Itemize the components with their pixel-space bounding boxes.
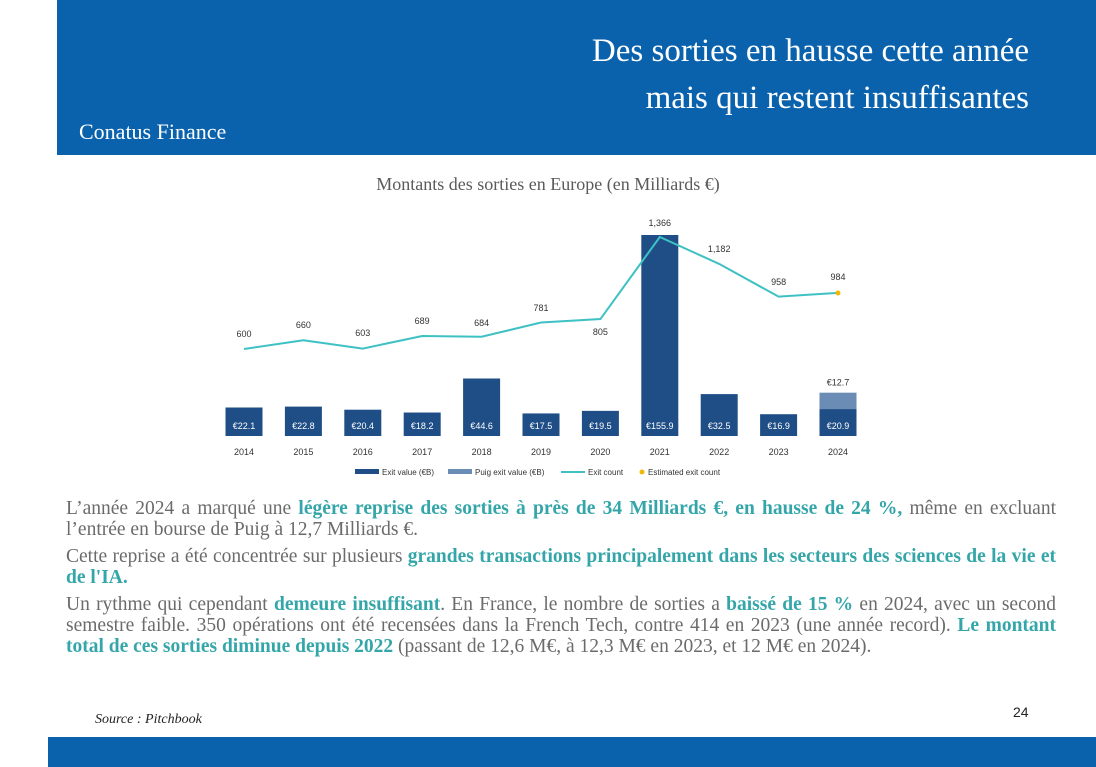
exit-count-line: [243, 235, 839, 350]
exit-value-label: €44.6: [470, 421, 493, 431]
header-banner: Des sorties en hausse cette année mais q…: [57, 0, 1096, 155]
exit-count-label: 689: [415, 316, 430, 326]
p3-highlight-b: demeure insuffisant: [273, 594, 441, 615]
exit-count-label: 684: [474, 318, 489, 328]
exit-value-bar: [463, 378, 501, 436]
exit-value-bar: [819, 409, 857, 436]
exit-value-label: €22.8: [292, 421, 315, 431]
exit-value-bar: [284, 406, 322, 436]
exit-value-bar: [760, 414, 798, 436]
x-tick-label: 2021: [650, 447, 670, 457]
exit-count-label: 805: [593, 327, 608, 337]
p3-highlight-f: Le montant total de ces sorties diminue …: [66, 615, 1056, 657]
title-line-1: Des sorties en hausse cette année: [591, 33, 1029, 69]
p1-text: L’année 2024 a marqué une: [66, 498, 299, 519]
paragraph-1: L’année 2024 a marqué une légère reprise…: [66, 498, 1056, 540]
x-tick-label: 2022: [709, 447, 729, 457]
x-tick-label: 2018: [472, 447, 492, 457]
exit-value-bar: [641, 235, 679, 436]
x-tick-label: 2017: [412, 447, 432, 457]
title-line-2: mais qui restent insuffisantes: [645, 80, 1029, 116]
exit-value-label: €18.2: [411, 421, 434, 431]
x-tick-label: 2014: [234, 447, 254, 457]
x-tick-label: 2019: [531, 447, 551, 457]
puig-value-bar: [819, 392, 857, 410]
x-tick-label: 2023: [769, 447, 789, 457]
p3-text-a: Un rythme qui cependant: [66, 594, 274, 615]
brand-name: Conatus Finance: [79, 119, 227, 144]
paragraph-3: Un rythme qui cependant demeure insuffis…: [66, 594, 1056, 657]
legend-swatch-estimated: [639, 469, 645, 475]
p3-text-c: . En France, le nombre de sorties a: [440, 594, 727, 615]
estimated-exit-point: [835, 290, 841, 296]
commentary: L’année 2024 a marqué une légère reprise…: [66, 498, 1056, 663]
exit-value-bar: [522, 413, 560, 436]
puig-value-label: €12.7: [827, 378, 850, 388]
p3-highlight-d: baissé de 15 %: [726, 594, 854, 615]
p1-highlight: légère reprise des sorties à près de 34 …: [298, 498, 903, 519]
exit-count-label: 600: [236, 329, 251, 339]
exit-value-bar: [403, 412, 441, 436]
footer-bar: [48, 737, 1096, 767]
x-tick-label: 2020: [590, 447, 610, 457]
exit-value-label: €32.5: [708, 421, 731, 431]
legend-label-puig: Puig exit value (€B): [475, 468, 545, 477]
exit-value-label: €19.5: [589, 421, 612, 431]
legend-label-estimated: Estimated exit count: [648, 468, 721, 477]
slide-title: Des sorties en hausse cette année mais q…: [592, 28, 1029, 122]
p3-text-e: en 2024, avec un second semestre faible.…: [66, 594, 1056, 636]
chart-title: Montants des sorties en Europe (en Milli…: [376, 174, 720, 194]
exit-value-bar: [225, 407, 263, 436]
paragraph-2: Cette reprise a été concentrée sur plusi…: [66, 546, 1056, 588]
exit-value-bar: [700, 394, 738, 436]
exit-count-label: 958: [771, 277, 786, 287]
legend-swatch-puig: [448, 469, 472, 474]
p2-text: Cette reprise a été concentrée sur plusi…: [66, 546, 408, 567]
exit-count-label: 984: [830, 272, 845, 282]
exit-count-label: 660: [296, 320, 311, 330]
p1-text-end: même en excluant l’entrée en bourse de P…: [66, 498, 1056, 540]
exit-value-bar: [581, 410, 619, 436]
x-tick-label: 2015: [293, 447, 313, 457]
exit-value-label: €155.9: [646, 421, 674, 431]
exit-value-bar: [344, 409, 382, 436]
legend-label-exit-value: Exit value (€B): [382, 468, 434, 477]
exit-value-label: €20.4: [352, 421, 375, 431]
x-tick-label: 2016: [353, 447, 373, 457]
x-tick-label: 2024: [828, 447, 848, 457]
exit-value-label: €17.5: [530, 421, 553, 431]
exit-value-label: €20.9: [827, 421, 850, 431]
exit-value-label: €22.1: [233, 421, 256, 431]
exit-count-label: 781: [533, 303, 548, 313]
page-number: 24: [1013, 704, 1029, 720]
exit-value-label: €16.9: [767, 421, 790, 431]
p3-text-g: (passant de 12,6 M€, à 12,3 M€ en 2023, …: [393, 636, 872, 657]
exit-count-label: 1,182: [708, 244, 731, 254]
legend-label-exit-count: Exit count: [588, 468, 624, 477]
legend-swatch-exit-value: [355, 469, 379, 474]
source-note: Source : Pitchbook: [95, 712, 202, 727]
exit-count-label: 1,366: [649, 218, 672, 228]
p2-highlight: grandes transactions principalement dans…: [66, 546, 1056, 588]
exit-count-label: 603: [355, 328, 370, 338]
